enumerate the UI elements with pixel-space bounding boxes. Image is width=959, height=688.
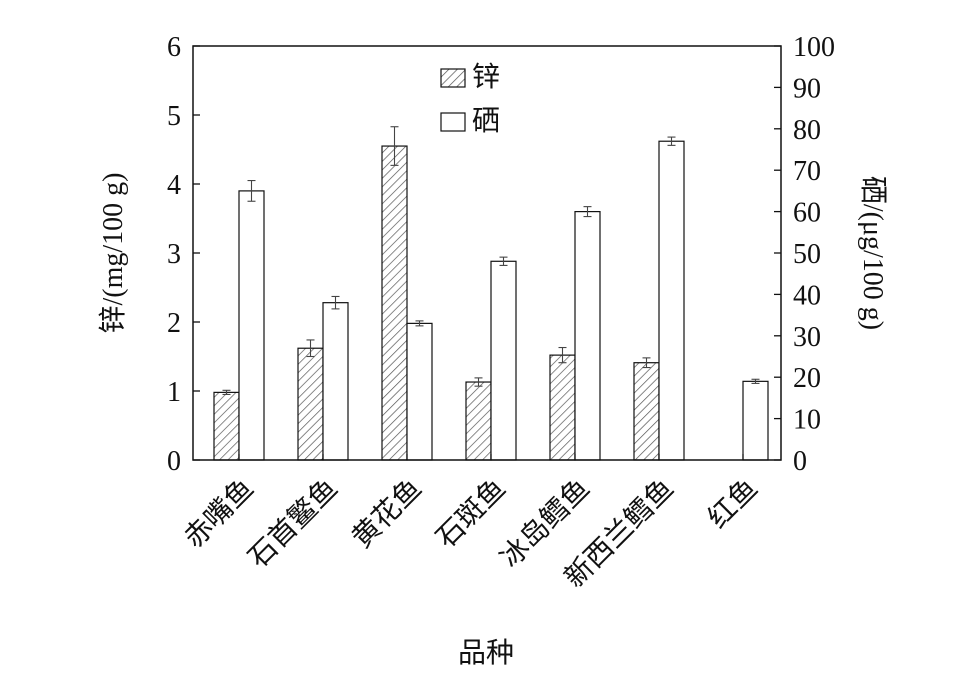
bar-zinc — [213, 391, 240, 461]
bar-selenium — [406, 322, 433, 461]
error-bar-selenium — [331, 295, 340, 310]
x-axis-label: 品种 — [458, 637, 514, 669]
left-axis-label: 锌/(mg/100 g) — [97, 173, 129, 334]
error-bar-selenium — [583, 206, 592, 218]
bar-zinc — [633, 362, 660, 461]
bar-zinc — [381, 145, 408, 461]
error-bar-zinc — [558, 346, 567, 364]
legend-label-zinc: 锌 — [472, 61, 500, 93]
right-tick-label: 50 — [793, 239, 821, 270]
right-tick-label: 30 — [793, 322, 821, 353]
error-bar-zinc — [474, 377, 483, 387]
left-tick-label: 2 — [167, 308, 181, 339]
left-tick-label: 3 — [167, 239, 181, 270]
error-bars-layer — [222, 126, 760, 396]
right-tick-label: 10 — [793, 405, 821, 436]
category-label: 赤嘴鱼 — [178, 472, 260, 554]
error-bar-zinc — [390, 126, 399, 166]
bars-layer — [213, 140, 769, 461]
legend-swatch-selenium — [440, 112, 466, 132]
right-axis-label: 硒/(μg/100 g) — [857, 176, 888, 330]
error-bar-selenium — [499, 256, 508, 266]
bar-selenium — [658, 140, 685, 461]
bar-selenium — [238, 190, 265, 461]
category-label: 石斑鱼 — [430, 472, 512, 554]
right-tick-label: 40 — [793, 280, 821, 311]
right-tick-label: 90 — [793, 73, 821, 104]
left-tick-label: 1 — [167, 377, 181, 408]
right-tick-label: 70 — [793, 156, 821, 187]
bar-zinc — [297, 347, 324, 461]
bar-selenium — [490, 260, 517, 461]
bar-selenium — [574, 211, 601, 461]
error-bar-selenium — [751, 378, 760, 384]
right-tick-label: 0 — [793, 446, 807, 477]
error-bar-selenium — [667, 136, 676, 146]
left-axis-ticks: 0 1 2 3 4 5 6 — [167, 32, 200, 477]
legend-label-selenium: 硒 — [472, 106, 500, 137]
right-tick-label: 80 — [793, 115, 821, 146]
bar-selenium — [322, 302, 349, 461]
right-axis-ticks: 0 10 20 30 40 50 60 70 80 90 100 — [774, 32, 835, 477]
right-tick-label: 20 — [793, 363, 821, 394]
bar-selenium — [742, 380, 769, 461]
left-tick-label: 6 — [167, 32, 181, 63]
bar-zinc — [465, 381, 492, 461]
error-bar-zinc — [642, 357, 651, 369]
right-tick-label: 60 — [793, 198, 821, 229]
category-label: 红鱼 — [702, 472, 764, 534]
left-tick-label: 0 — [167, 446, 181, 477]
legend-swatch-zinc — [440, 68, 466, 88]
error-bar-zinc — [222, 389, 231, 396]
error-bar-zinc — [306, 339, 315, 358]
left-tick-label: 4 — [167, 170, 181, 201]
legend: 锌 硒 — [440, 61, 500, 137]
category-label: 石首鳘鱼 — [242, 472, 344, 574]
right-tick-label: 100 — [793, 32, 835, 63]
left-tick-label: 5 — [167, 101, 181, 132]
error-bar-selenium — [247, 180, 256, 202]
error-bar-selenium — [415, 320, 424, 327]
bar-zinc — [549, 354, 576, 461]
category-label: 黄花鱼 — [346, 472, 428, 554]
